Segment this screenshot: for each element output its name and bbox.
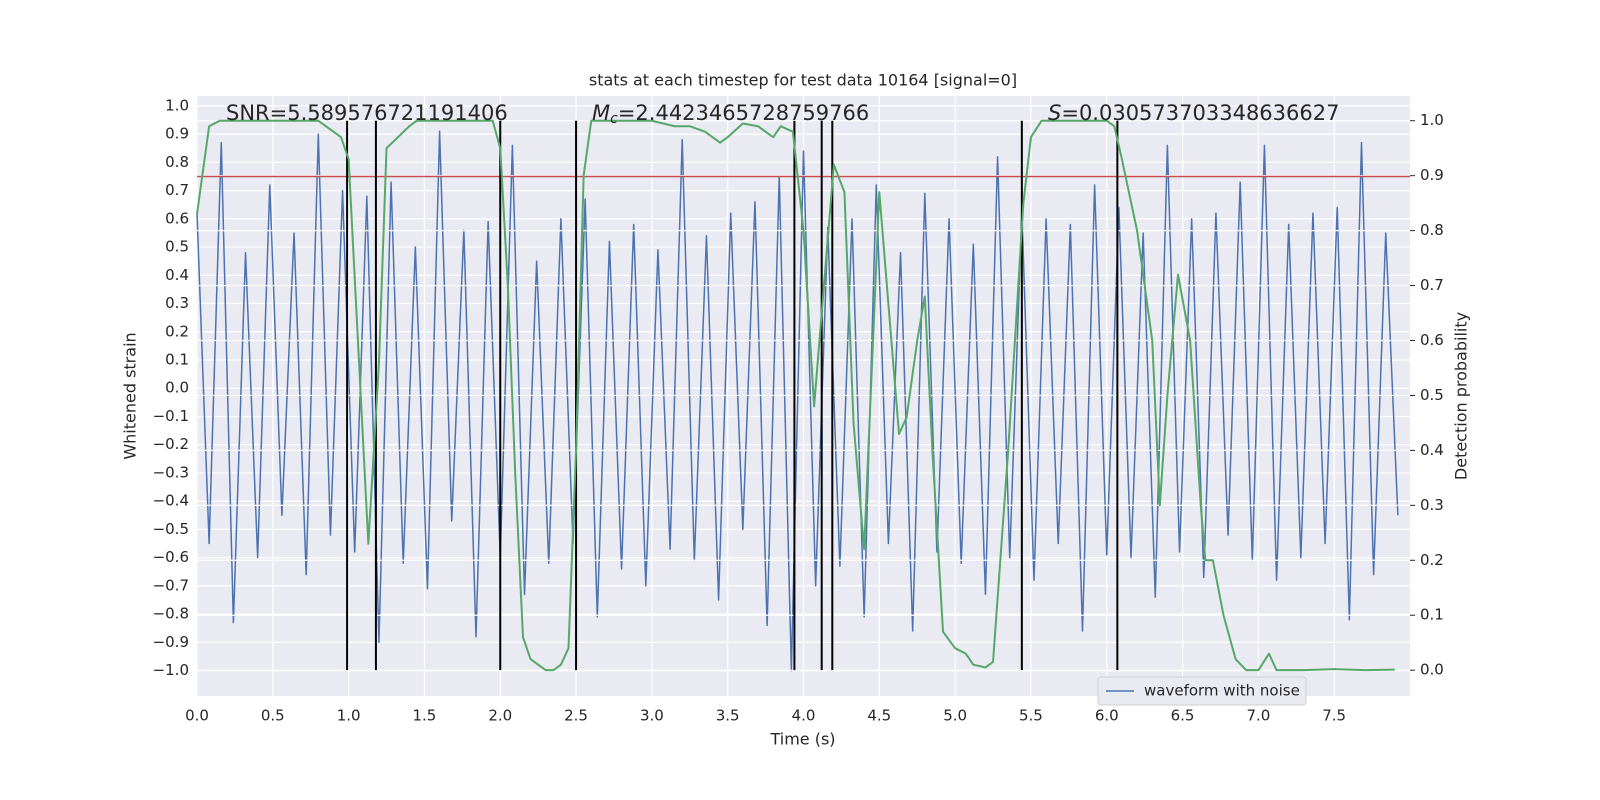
y2-tick-label: 0.4 [1420,441,1444,459]
x-tick-label: 6.0 [1095,707,1119,725]
annotation-symbol: S [1048,101,1061,125]
annotation-value: =2.4423465728759766 [618,101,869,125]
annotation: S=0.030573703348636627 [1048,101,1339,125]
x-tick-label: 7.5 [1322,707,1346,725]
y-tick-label: 0.1 [165,351,189,369]
y-tick-label: 0.5 [165,238,189,256]
x-tick-label: 0.5 [261,707,285,725]
y-tick-label: 0.4 [165,266,189,284]
y-tick-label: −0.3 [153,463,189,481]
legend-label: waveform with noise [1144,682,1300,700]
y2-axis-label: Detection probability [1452,312,1471,480]
y-tick-label: 0.8 [165,153,189,171]
y-tick-label: 0.2 [165,322,189,340]
y2-tick-label: 0.0 [1420,661,1444,679]
y2-tick-label: 0.5 [1420,386,1444,404]
annotation-value: =0.030573703348636627 [1061,101,1339,125]
x-tick-label: 1.0 [337,707,361,725]
annotation-symbol: M [592,101,610,125]
x-tick-label: 6.5 [1171,707,1195,725]
y2-tick-label: 0.3 [1420,496,1444,514]
y-tick-label: 0.7 [165,181,189,199]
y-tick-label: −0.8 [153,605,189,623]
x-tick-label: 2.5 [564,707,588,725]
y-tick-label: 0.3 [165,294,189,312]
y-tick-label: 0.6 [165,209,189,227]
y-tick-label: 0.9 [165,125,189,143]
y2-tick-label: 0.1 [1420,606,1444,624]
y2-tick-label: 0.7 [1420,276,1444,294]
y-tick-label: 1.0 [165,96,189,114]
y-tick-label: −0.4 [153,492,189,510]
y2-tick-label: 0.8 [1420,221,1444,239]
x-tick-label: 2.0 [488,707,512,725]
y-tick-label: −0.1 [153,407,189,425]
x-tick-label: 4.5 [867,707,891,725]
y-axis-label: Whitened strain [121,332,140,459]
x-tick-label: 4.0 [792,707,816,725]
y-tick-label: −0.2 [153,435,189,453]
annotation-subscript: c [610,111,618,127]
y-tick-label: −0.7 [153,576,189,594]
x-tick-label: 1.5 [413,707,437,725]
x-tick-label: 3.0 [640,707,664,725]
legend-box [1097,676,1307,706]
legend: waveform with noise [1097,676,1307,706]
y-tick-label: −0.6 [153,548,189,566]
annotations: SNR=5.589576721191406 Mc=2.4423465728759… [226,101,1339,127]
chart-title: stats at each timestep for test data 101… [589,71,1017,90]
waveform-line [196,130,1399,672]
y2-tick-label: 0.6 [1420,331,1444,349]
y-tick-label: 0.0 [165,379,189,397]
x-tick-label: 5.0 [943,707,967,725]
probability-line [196,119,1395,672]
y-tick-label: −1.0 [153,661,189,679]
x-tick-label: 7.0 [1246,707,1270,725]
x-axis-label: Time (s) [769,730,835,749]
y-tick-label: −0.9 [153,633,189,651]
annotation: SNR=5.589576721191406 [226,101,508,125]
y-tick-label: −0.5 [153,520,189,538]
y2-tick-label: 0.9 [1420,166,1444,184]
y2-tick-label: 1.0 [1420,111,1444,129]
annotation: Mc=2.4423465728759766 [592,101,869,127]
x-tick-label: 0.0 [185,707,209,725]
x-tick-label: 5.5 [1019,707,1043,725]
y2-tick-label: 0.2 [1420,551,1444,569]
x-tick-label: 3.5 [716,707,740,725]
